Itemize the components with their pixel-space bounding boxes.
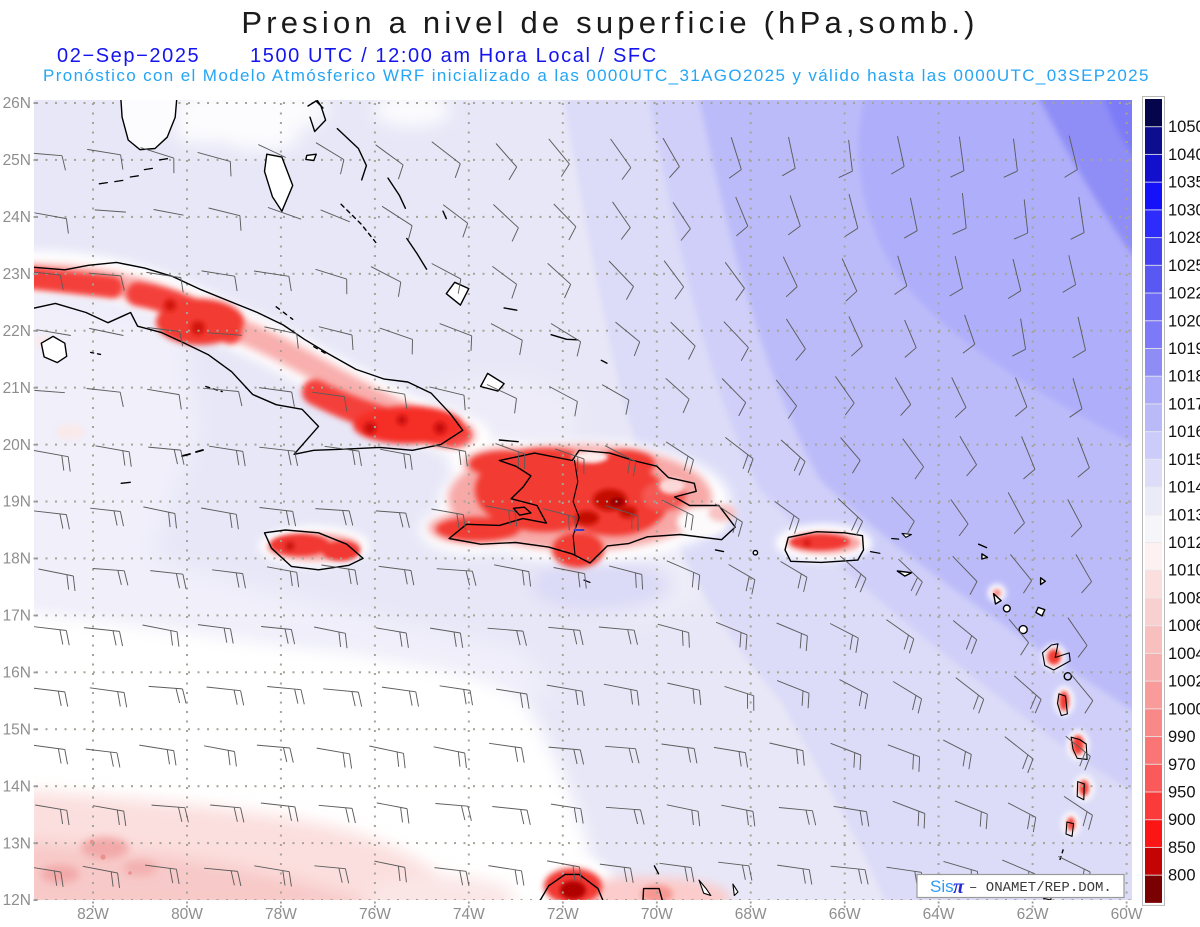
svg-text:72W: 72W	[547, 906, 579, 923]
svg-text:1035: 1035	[1168, 174, 1200, 192]
svg-text:60W: 60W	[1111, 906, 1143, 923]
svg-text:74W: 74W	[453, 906, 485, 923]
svg-text:1500 UTC / 12:00 am Hora Local: 1500 UTC / 12:00 am Hora Local / SFC	[250, 45, 658, 67]
svg-text:1022: 1022	[1168, 285, 1200, 303]
svg-text:24N: 24N	[3, 209, 31, 226]
svg-text:14N: 14N	[3, 778, 31, 795]
svg-text:1018: 1018	[1168, 368, 1200, 386]
svg-text:1019: 1019	[1168, 340, 1200, 358]
svg-text:1050: 1050	[1168, 118, 1200, 136]
svg-text:1000: 1000	[1168, 700, 1200, 718]
svg-text:1015: 1015	[1168, 451, 1200, 469]
svg-text:970: 970	[1168, 756, 1196, 774]
svg-text:– ONAMET/REP.DOM.: – ONAMET/REP.DOM.	[969, 880, 1112, 896]
svg-text:19N: 19N	[3, 494, 31, 511]
svg-text:17N: 17N	[3, 608, 31, 625]
svg-text:1008: 1008	[1168, 590, 1200, 608]
svg-text:62W: 62W	[1017, 906, 1049, 923]
svg-text:Pronóstico con el Modelo Atmós: Pronóstico con el Modelo Atmósferico WRF…	[43, 66, 1150, 85]
svg-text:22N: 22N	[3, 323, 31, 340]
svg-text:80W: 80W	[171, 906, 203, 923]
svg-text:76W: 76W	[359, 906, 391, 923]
svg-text:21N: 21N	[3, 380, 31, 397]
svg-text:23N: 23N	[3, 266, 31, 283]
svg-text:70W: 70W	[641, 906, 673, 923]
svg-text:1030: 1030	[1168, 201, 1200, 219]
svg-text:18N: 18N	[3, 551, 31, 568]
svg-text:800: 800	[1168, 867, 1196, 885]
svg-text:64W: 64W	[923, 906, 955, 923]
svg-text:1002: 1002	[1168, 673, 1200, 691]
svg-text:1013: 1013	[1168, 506, 1200, 524]
svg-text:1020: 1020	[1168, 312, 1200, 330]
svg-text:990: 990	[1168, 728, 1196, 746]
svg-text:900: 900	[1168, 811, 1196, 829]
svg-text:π: π	[953, 876, 965, 898]
svg-text:1012: 1012	[1168, 534, 1200, 552]
svg-text:1017: 1017	[1168, 395, 1200, 413]
svg-text:68W: 68W	[735, 906, 767, 923]
svg-text:25N: 25N	[3, 152, 31, 169]
svg-text:1006: 1006	[1168, 617, 1200, 635]
svg-text:02−Sep−2025: 02−Sep−2025	[57, 45, 200, 67]
svg-text:1028: 1028	[1168, 229, 1200, 247]
svg-text:850: 850	[1168, 839, 1196, 857]
svg-text:20N: 20N	[3, 437, 31, 454]
svg-text:1004: 1004	[1168, 645, 1200, 663]
svg-text:Sis: Sis	[930, 877, 954, 896]
svg-text:950: 950	[1168, 784, 1196, 802]
svg-text:12N: 12N	[3, 892, 31, 909]
svg-text:1025: 1025	[1168, 257, 1200, 275]
svg-text:13N: 13N	[3, 835, 31, 852]
svg-text:1016: 1016	[1168, 423, 1200, 441]
svg-text:26N: 26N	[3, 95, 31, 112]
svg-text:16N: 16N	[3, 665, 31, 682]
svg-text:1014: 1014	[1168, 479, 1200, 497]
svg-text:15N: 15N	[3, 721, 31, 738]
svg-text:82W: 82W	[77, 906, 109, 923]
svg-text:78W: 78W	[265, 906, 297, 923]
svg-text:1010: 1010	[1168, 562, 1200, 580]
svg-text:1040: 1040	[1168, 146, 1200, 164]
svg-text:Presion a nivel de superficie: Presion a nivel de superficie (hPa,somb.…	[241, 5, 978, 40]
svg-text:66W: 66W	[829, 906, 861, 923]
